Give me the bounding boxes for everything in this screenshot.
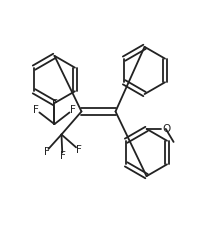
Text: O: O <box>162 124 170 134</box>
Text: F: F <box>33 105 39 115</box>
Text: F: F <box>69 105 75 115</box>
Text: F: F <box>43 146 49 156</box>
Text: F: F <box>51 99 57 109</box>
Text: F: F <box>75 145 81 155</box>
Text: F: F <box>59 150 65 160</box>
